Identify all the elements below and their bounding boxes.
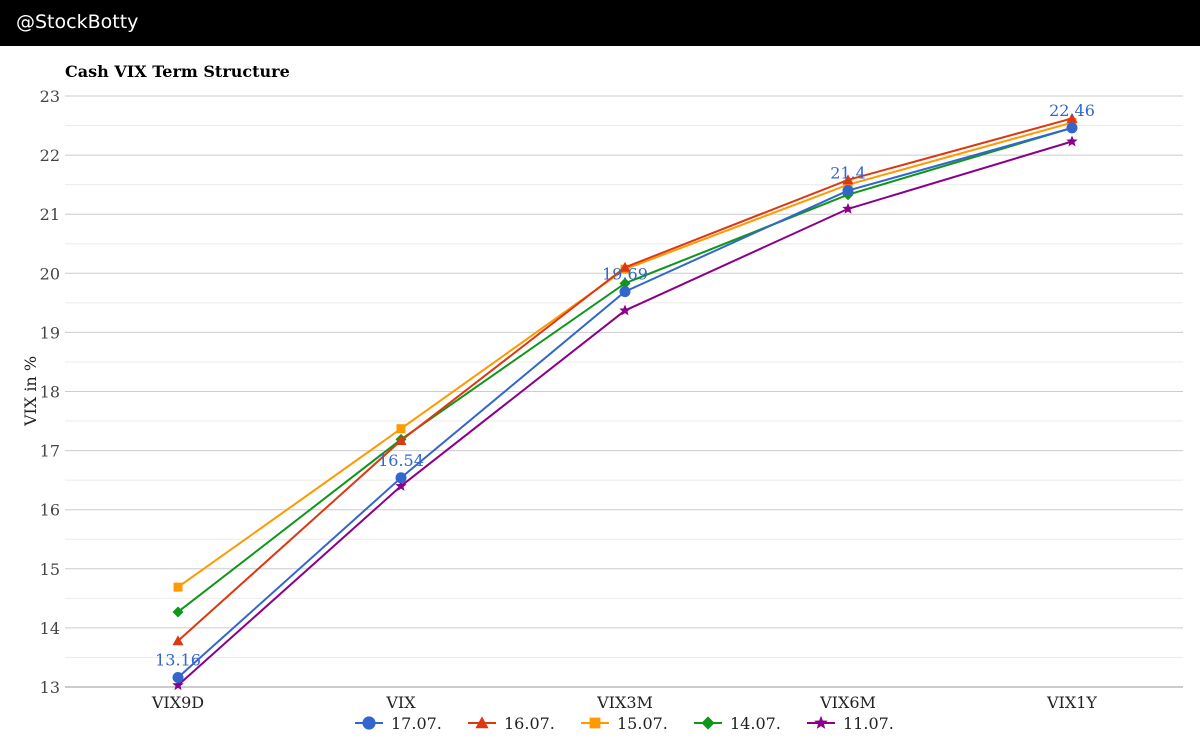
x-tick-label: VIX1Y (1046, 693, 1097, 712)
y-tick-label: 20 (40, 264, 60, 283)
data-point (395, 480, 407, 491)
legend-item: 17.07. (355, 714, 442, 733)
data-point (172, 672, 184, 684)
legend-item: 15.07. (581, 714, 668, 733)
series-line (177, 126, 1073, 679)
legend-item: 11.07. (807, 714, 894, 733)
y-tick-labels: 13 14 15 16 17 18 19 20 21 22 23 (40, 87, 60, 697)
data-point (619, 286, 631, 298)
series-17-07- (172, 122, 1078, 684)
data-point (172, 635, 184, 646)
series-line (177, 117, 1073, 642)
y-axis-label: VIX in % (21, 356, 40, 427)
y-tick-label: 16 (40, 501, 60, 520)
gridlines (65, 95, 1183, 688)
y-tick-label: 21 (40, 205, 60, 224)
data-labels: 13.16 16.54 19.69 21.4 22.46 (155, 101, 1095, 670)
data-point (173, 582, 183, 592)
series-line (177, 121, 1073, 588)
data-point (1066, 122, 1078, 134)
y-tick-label: 18 (40, 383, 60, 402)
data-label: 22.46 (1049, 101, 1095, 120)
data-point (619, 304, 631, 316)
data-point (172, 679, 184, 691)
y-tick-label: 19 (40, 323, 60, 342)
legend-label: 16.07. (504, 714, 555, 733)
legend: 17.07. 16.07. 15.07. 14.07. 11.07. (355, 714, 894, 733)
legend-marker (362, 716, 376, 730)
data-point (1066, 112, 1078, 123)
legend-label: 14.07. (730, 714, 781, 733)
data-point (619, 261, 631, 272)
y-tick-label: 15 (40, 560, 60, 579)
data-point (842, 202, 854, 214)
series-16-07- (172, 112, 1078, 646)
legend-item: 14.07. (694, 714, 781, 733)
y-tick-label: 22 (40, 146, 60, 165)
y-tick-label: 14 (40, 619, 60, 638)
series-11-07- (172, 135, 1078, 691)
x-tick-labels: VIX9D VIX VIX3M VIX6M VIX1Y (151, 693, 1098, 712)
chart-title: Cash VIX Term Structure (65, 62, 290, 81)
legend-label: 17.07. (391, 714, 442, 733)
data-point (842, 185, 854, 197)
data-label: 19.69 (602, 265, 648, 284)
series-line (177, 140, 1073, 686)
data-point (843, 180, 853, 190)
legend-label: 11.07. (843, 714, 894, 733)
series-14-07- (172, 122, 1078, 618)
data-label: 21.4 (830, 164, 866, 183)
series-15-07- (173, 118, 1077, 592)
account-handle: @StockBotty (16, 11, 139, 33)
data-point (395, 435, 407, 445)
legend-marker (589, 717, 601, 729)
data-label: 13.16 (155, 651, 201, 670)
data-point (1066, 135, 1078, 147)
data-label: 16.54 (378, 451, 424, 470)
data-point (619, 277, 631, 289)
x-tick-label: VIX (385, 693, 416, 712)
legend-marker (475, 716, 489, 729)
y-tick-label: 17 (40, 442, 60, 461)
legend-marker (701, 716, 715, 730)
y-tick-label: 13 (40, 678, 60, 697)
y-tick-label: 23 (40, 87, 60, 106)
data-point (395, 472, 407, 484)
x-tick-label: VIX3M (596, 693, 653, 712)
legend-marker (814, 715, 828, 729)
x-tick-label: VIX9D (151, 693, 204, 712)
legend-item: 16.07. (468, 714, 555, 733)
x-tick-label: VIX6M (819, 693, 876, 712)
top-bar: @StockBotty (0, 0, 1200, 46)
data-point (396, 424, 406, 434)
data-point (172, 606, 184, 618)
data-point (842, 174, 854, 185)
series-lines (172, 112, 1078, 691)
legend-label: 15.07. (617, 714, 668, 733)
